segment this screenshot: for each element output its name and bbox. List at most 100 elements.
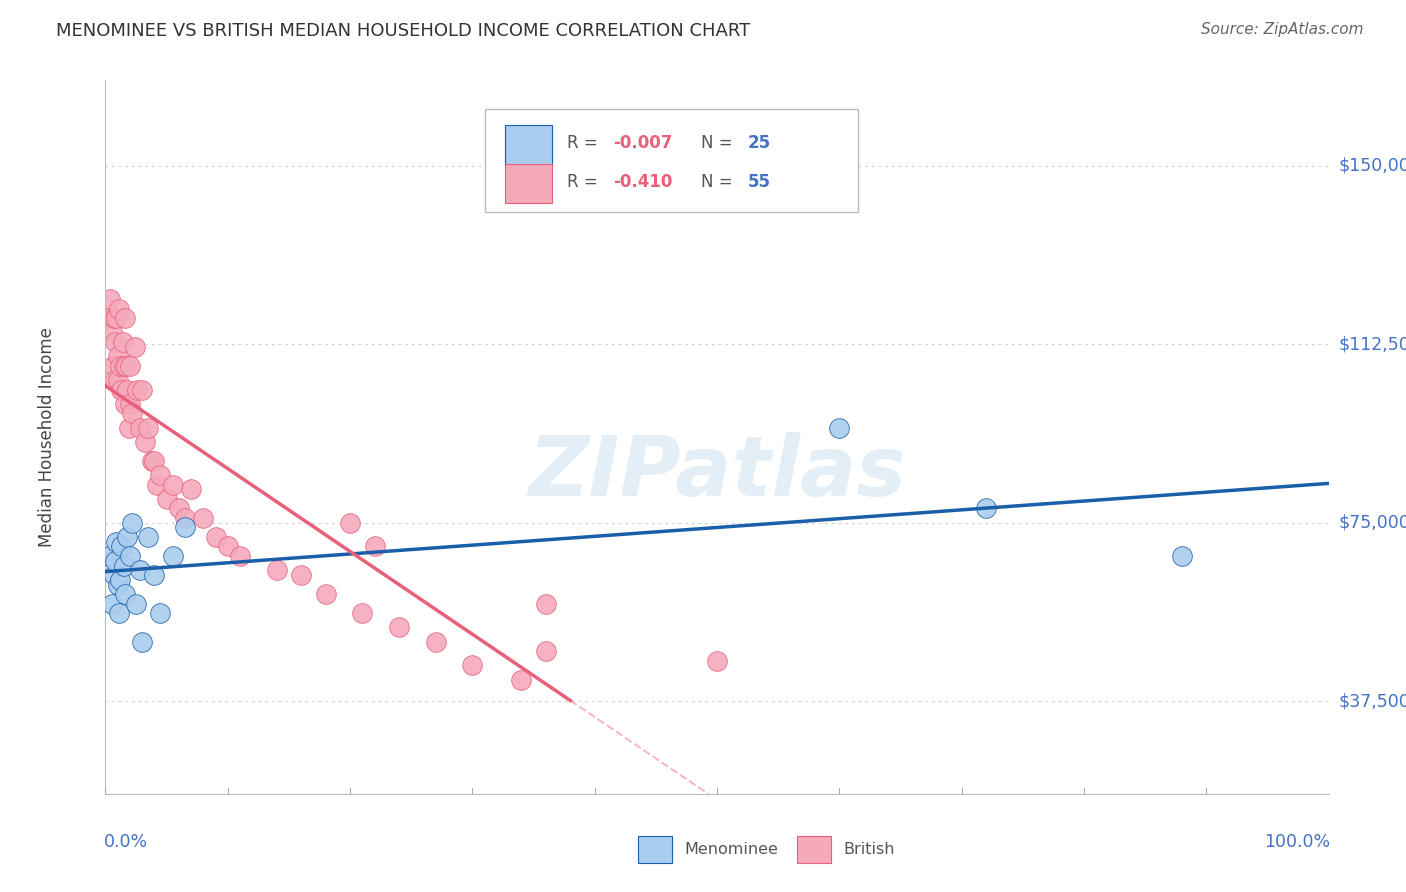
Point xyxy=(388,620,411,634)
Text: $75,000: $75,000 xyxy=(1339,514,1406,532)
Point xyxy=(121,406,143,420)
Point xyxy=(121,516,143,530)
Point xyxy=(266,563,288,577)
Point xyxy=(108,606,131,620)
Point xyxy=(112,558,135,573)
Text: R =: R = xyxy=(567,135,603,153)
Point xyxy=(1171,549,1194,563)
Point xyxy=(290,568,312,582)
Point xyxy=(167,501,190,516)
Point xyxy=(101,359,124,373)
Point xyxy=(125,597,148,611)
Text: Source: ZipAtlas.com: Source: ZipAtlas.com xyxy=(1201,22,1364,37)
Text: N =: N = xyxy=(702,135,738,153)
Point xyxy=(118,549,141,563)
Text: 0.0%: 0.0% xyxy=(104,833,149,851)
Text: -0.007: -0.007 xyxy=(613,135,672,153)
Point xyxy=(425,634,447,648)
Point xyxy=(706,654,728,668)
Point xyxy=(352,606,374,620)
Point xyxy=(229,549,252,563)
Point xyxy=(107,577,129,591)
Point xyxy=(974,501,997,516)
Point xyxy=(114,397,136,411)
Point xyxy=(136,530,159,544)
Point xyxy=(149,606,172,620)
Point xyxy=(108,301,131,316)
Point xyxy=(104,373,127,387)
Point xyxy=(828,420,851,434)
Text: ZIPatlas: ZIPatlas xyxy=(529,433,905,513)
Point xyxy=(127,383,149,397)
Point xyxy=(103,568,125,582)
Text: 55: 55 xyxy=(748,173,770,191)
Point xyxy=(107,373,129,387)
Text: N =: N = xyxy=(702,173,738,191)
Text: $37,500: $37,500 xyxy=(1339,692,1406,710)
Point xyxy=(204,530,226,544)
Point xyxy=(114,311,136,326)
Point xyxy=(118,397,141,411)
Point xyxy=(110,383,132,397)
Text: -0.410: -0.410 xyxy=(613,173,672,191)
Point xyxy=(105,534,128,549)
Point xyxy=(534,644,557,658)
Point xyxy=(149,468,172,483)
Point xyxy=(339,516,361,530)
Text: 25: 25 xyxy=(748,135,770,153)
Point xyxy=(117,383,139,397)
Point xyxy=(174,520,197,534)
Point xyxy=(98,292,121,306)
Text: 100.0%: 100.0% xyxy=(1264,833,1330,851)
Point xyxy=(146,477,169,491)
Point xyxy=(534,597,557,611)
Point xyxy=(117,530,139,544)
Point xyxy=(118,359,141,373)
Point xyxy=(98,549,121,563)
Point xyxy=(118,420,141,434)
Point xyxy=(124,340,146,354)
Point xyxy=(461,658,484,673)
Point xyxy=(510,673,533,687)
Bar xyxy=(505,164,553,203)
Text: $112,500: $112,500 xyxy=(1339,335,1406,353)
Point xyxy=(162,549,184,563)
Point xyxy=(143,568,166,582)
Point xyxy=(100,597,122,611)
Point xyxy=(97,311,120,326)
Point xyxy=(174,511,197,525)
Point xyxy=(217,540,239,554)
Text: MENOMINEE VS BRITISH MEDIAN HOUSEHOLD INCOME CORRELATION CHART: MENOMINEE VS BRITISH MEDIAN HOUSEHOLD IN… xyxy=(56,22,751,40)
Bar xyxy=(797,836,831,863)
Bar xyxy=(637,836,672,863)
Text: British: British xyxy=(844,842,894,857)
Point xyxy=(131,383,153,397)
Point xyxy=(134,434,156,449)
Point xyxy=(363,540,385,554)
Point xyxy=(162,477,184,491)
Point xyxy=(115,359,138,373)
Point xyxy=(193,511,215,525)
Point xyxy=(111,334,134,349)
Point xyxy=(105,311,128,326)
Text: $150,000: $150,000 xyxy=(1339,157,1406,175)
Point xyxy=(108,359,131,373)
Point xyxy=(131,634,153,648)
Point xyxy=(110,540,132,554)
Text: Median Household Income: Median Household Income xyxy=(38,327,56,547)
Point xyxy=(141,454,163,468)
Point xyxy=(155,491,177,506)
Text: R =: R = xyxy=(567,173,603,191)
Point xyxy=(104,334,127,349)
Point xyxy=(103,311,125,326)
Point xyxy=(180,483,202,497)
Point xyxy=(108,573,131,587)
Point xyxy=(136,420,159,434)
Point xyxy=(112,359,135,373)
FancyBboxPatch shape xyxy=(485,109,858,212)
Bar xyxy=(505,126,553,165)
Text: Menominee: Menominee xyxy=(685,842,778,857)
Point xyxy=(143,454,166,468)
Point xyxy=(128,563,150,577)
Point xyxy=(104,554,127,568)
